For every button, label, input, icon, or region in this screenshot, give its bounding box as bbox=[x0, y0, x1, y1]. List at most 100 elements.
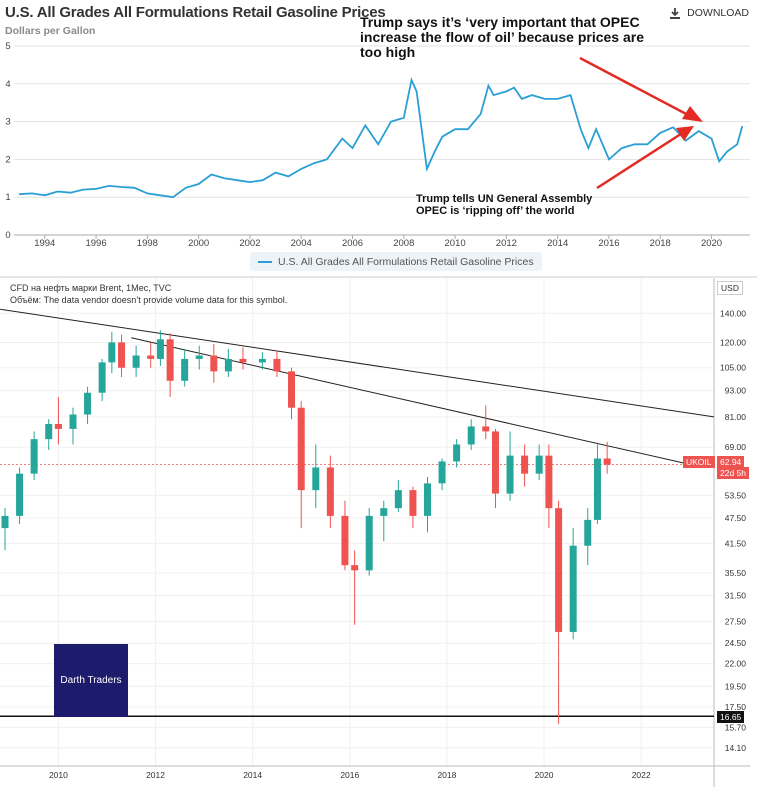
symbol-header: CFD на нефть марки Brent, 1Мес, TVC bbox=[10, 283, 172, 293]
download-label: DOWNLOAD bbox=[687, 7, 749, 19]
y-tick-label: 1 bbox=[5, 192, 10, 203]
countdown-tag: 22d 5h bbox=[717, 467, 749, 479]
symbol-tag: UKOIL bbox=[683, 456, 715, 468]
candle-body bbox=[409, 490, 417, 516]
price-scale-label: 69.00 bbox=[725, 442, 747, 452]
x-tick-label: 1998 bbox=[137, 238, 158, 249]
price-scale-label: 105.00 bbox=[720, 363, 746, 373]
gasoline-plot: 0 1 2 3 4 5 1994 1996 1998 2000 2002 2004 2006 2008 20… bbox=[5, 41, 750, 249]
legend-label: U.S. All Grades All Formulations Retail … bbox=[278, 255, 534, 268]
candle-body bbox=[438, 461, 446, 484]
candle-body bbox=[365, 515, 373, 571]
gasoline-chart-panel: U.S. All Grades All Formulations Retail … bbox=[0, 0, 757, 274]
price-scale-label: 14.10 bbox=[725, 743, 747, 753]
candle-body bbox=[326, 467, 334, 516]
candle-body bbox=[30, 439, 38, 474]
candle-body bbox=[423, 483, 431, 516]
x-tick-label: 2002 bbox=[239, 238, 260, 249]
candle-body bbox=[84, 392, 92, 415]
candle-body bbox=[147, 355, 155, 359]
candle-body bbox=[603, 458, 611, 465]
x-tick-label: 2010 bbox=[445, 238, 466, 249]
candle-body bbox=[132, 355, 140, 368]
price-scale-label: 53.50 bbox=[725, 490, 747, 500]
candle-body bbox=[239, 358, 247, 363]
candle-body bbox=[156, 339, 164, 359]
x-tick-label: 2020 bbox=[701, 238, 722, 249]
x-tick-label: 2014 bbox=[547, 238, 568, 249]
trendline bbox=[131, 337, 690, 465]
candle-body bbox=[16, 473, 24, 516]
price-scale-label: 17.50 bbox=[725, 702, 747, 712]
candle-body bbox=[491, 431, 499, 494]
candle-body bbox=[273, 358, 281, 372]
price-scale-label: 93.00 bbox=[725, 386, 747, 396]
candle-body bbox=[224, 358, 232, 372]
download-icon bbox=[670, 8, 681, 19]
candle-body bbox=[555, 508, 563, 632]
time-axis-label: 2018 bbox=[437, 770, 456, 780]
annotation-un-assembly: Trump tells UN General Assembly OPEC is … bbox=[416, 193, 593, 217]
candle-body bbox=[584, 519, 592, 546]
candle-body bbox=[351, 565, 359, 571]
candle-body bbox=[380, 508, 388, 516]
time-axis-label: 2010 bbox=[49, 770, 68, 780]
x-tick-label: 2018 bbox=[650, 238, 671, 249]
annotation-opec-flow: Trump says it’s ‘very important that OPE… bbox=[360, 14, 645, 60]
price-scale-label: 35.50 bbox=[725, 568, 747, 578]
x-tick-label: 2012 bbox=[496, 238, 517, 249]
candle-body bbox=[312, 467, 320, 491]
candle-body bbox=[506, 455, 514, 494]
brent-plot: 140.00 120.00 105.00 93.00 81.00 69.00 53.50 47… bbox=[0, 278, 750, 787]
price-scale-label: 120.00 bbox=[720, 337, 746, 347]
arrow-1-head bbox=[682, 106, 703, 122]
candle-body bbox=[453, 444, 461, 462]
candle-body bbox=[1, 515, 9, 529]
candle-body bbox=[258, 358, 266, 363]
time-axis-label: 2014 bbox=[243, 770, 262, 780]
x-tick-label: 2008 bbox=[393, 238, 414, 249]
y-tick-label: 5 bbox=[5, 41, 10, 52]
candle-body bbox=[108, 342, 116, 363]
x-tick-label: 2016 bbox=[598, 238, 619, 249]
chart-subtitle: Dollars per Gallon bbox=[5, 25, 96, 37]
y-tick-label: 0 bbox=[5, 230, 10, 241]
trendline bbox=[0, 308, 715, 418]
time-axis-label: 2022 bbox=[632, 770, 651, 780]
watermark-logo: Darth Traders bbox=[54, 644, 128, 717]
time-axis-label: 2016 bbox=[340, 770, 359, 780]
candle-body bbox=[181, 358, 189, 381]
price-scale-label: 140.00 bbox=[720, 308, 746, 318]
time-axis-label: 2020 bbox=[535, 770, 554, 780]
price-scale-label: 22.00 bbox=[725, 659, 747, 669]
y-tick-label: 3 bbox=[5, 117, 10, 128]
support-price-tag: 16.65 bbox=[717, 711, 745, 723]
brent-chart-panel: 140.00 120.00 105.00 93.00 81.00 69.00 53.50 47… bbox=[0, 276, 757, 787]
candle-body bbox=[569, 545, 577, 632]
candle-body bbox=[297, 407, 305, 491]
legend-item[interactable]: U.S. All Grades All Formulations Retail … bbox=[250, 252, 542, 271]
candle-body bbox=[98, 362, 106, 393]
arrow-2-head bbox=[676, 126, 694, 141]
candle-body bbox=[521, 455, 529, 474]
candle-body bbox=[118, 342, 126, 368]
x-tick-label: 2004 bbox=[291, 238, 312, 249]
price-scale-label: 81.00 bbox=[725, 412, 747, 422]
candle-body bbox=[54, 423, 62, 429]
y-tick-label: 4 bbox=[5, 79, 10, 90]
price-scale-label: 31.50 bbox=[725, 591, 747, 601]
price-scale-label: 41.50 bbox=[725, 538, 747, 548]
currency-button[interactable]: USD bbox=[717, 281, 743, 295]
arrow-2 bbox=[596, 130, 685, 190]
download-button[interactable]: DOWNLOAD bbox=[669, 7, 749, 19]
candle-body bbox=[210, 355, 218, 372]
price-scale-label: 47.50 bbox=[725, 513, 747, 523]
x-tick-label: 2006 bbox=[342, 238, 363, 249]
x-tick-label: 1994 bbox=[34, 238, 55, 249]
arrow-1 bbox=[579, 56, 691, 118]
candle-body bbox=[482, 426, 490, 432]
price-scale-label: 19.50 bbox=[725, 681, 747, 691]
price-scale-label: 24.50 bbox=[725, 638, 747, 648]
x-tick-label: 1996 bbox=[85, 238, 106, 249]
legend-swatch bbox=[258, 260, 272, 263]
